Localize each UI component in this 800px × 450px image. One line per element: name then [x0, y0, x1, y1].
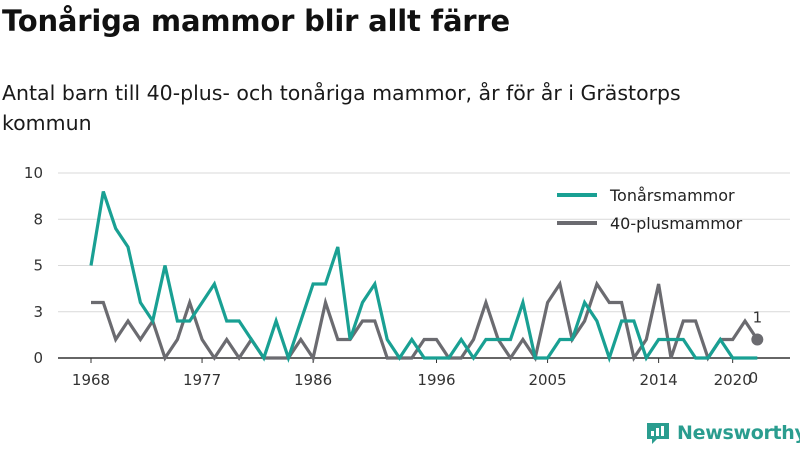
end-point-forty-plus: [751, 333, 764, 346]
grid-lines: [58, 172, 790, 359]
newsworthy-logo: Newsworthy: [645, 420, 800, 446]
series-line-forty-plus: [91, 279, 759, 363]
series-lines: [89, 190, 759, 364]
x-tick-label: 2005: [528, 371, 566, 389]
end-label-forty-plus: 1: [753, 309, 763, 327]
x-tick-label: 1977: [183, 371, 221, 389]
x-tick-label: 2020: [714, 371, 752, 389]
x-axis-ticks: 1968 1977 1986 1996 2005 2014 2020: [72, 358, 752, 389]
y-tick-label: 8: [33, 210, 43, 228]
chart-title: Tonåriga mammor blir allt färre: [2, 4, 510, 38]
legend: Tonårsmammor 40-plusmammor: [557, 186, 743, 233]
end-markers: 10: [749, 309, 764, 387]
y-axis-ticks: 0 3 5 8 10: [24, 164, 43, 367]
y-tick-label: 5: [33, 257, 43, 275]
y-tick-label: 10: [24, 164, 43, 182]
x-tick-label: 1968: [72, 371, 110, 389]
series-line-teenage: [89, 190, 758, 364]
end-label-teenage: 0: [749, 369, 759, 387]
newsworthy-icon: [647, 423, 669, 444]
x-tick-label: 2014: [640, 371, 678, 389]
brand-name: Newsworthy: [677, 422, 800, 444]
x-tick-label: 1986: [294, 371, 332, 389]
legend-label: 40-plusmammor: [610, 214, 743, 233]
chart-subtitle: Antal barn till 40-plus- och tonåriga ma…: [2, 81, 681, 135]
legend-label: Tonårsmammor: [609, 186, 735, 205]
y-tick-label: 3: [33, 303, 43, 321]
x-tick-label: 1996: [417, 371, 455, 389]
y-tick-label: 0: [33, 349, 43, 367]
